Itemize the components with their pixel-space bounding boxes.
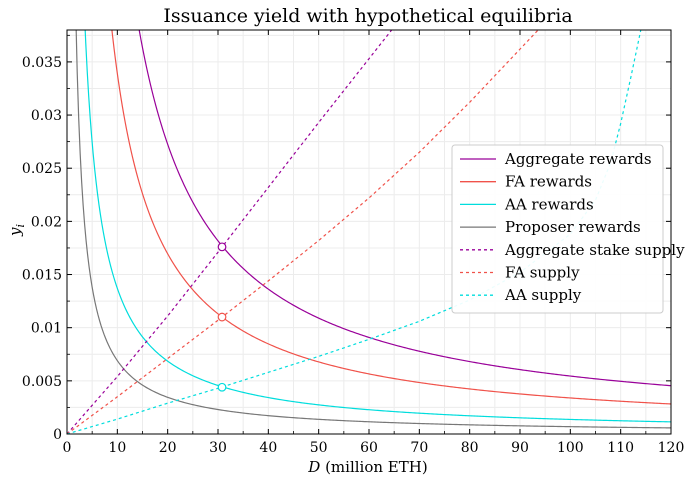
x-axis-title: D (million ETH) [307,458,427,476]
series-fa-rewards [111,30,671,405]
x-tick-label: 50 [310,440,328,456]
legend-label-aggregate-rewards: Aggregate rewards [504,150,652,168]
legend-box [451,144,664,314]
x-tick-label: 70 [410,440,428,456]
x-tick-label: 20 [159,440,177,456]
y-tick-label: 0 [53,427,62,443]
series-proposer-rewards [75,30,671,429]
x-tick-label: 40 [259,440,277,456]
y-tick-label: 0.02 [31,214,62,230]
x-axis-title-var: D [307,458,320,476]
y-axis-ticks: 0 0.005 0.01 0.015 0.02 0.025 0.03 0.035 [22,34,671,443]
y-tick-label: 0.01 [31,321,62,337]
legend-label-fa-supply: FA supply [505,264,580,282]
series-aa-supply [67,30,642,434]
x-tick-label: 80 [461,440,479,456]
y-tick-label: 0.03 [31,108,62,124]
x-axis-title-unit: (million ETH) [320,458,427,476]
y-tick-label: 0.025 [22,161,62,177]
series-aggregate-stake-supply [67,30,513,434]
equilibrium-marker-fa-rewards [217,312,227,322]
y-tick-label: 0.015 [22,268,62,284]
equilibrium-markers [217,242,227,392]
legend-label-fa-rewards: FA rewards [505,173,592,191]
series-aa-rewards [84,30,671,423]
legend-label-aggregate-stake-supply: Aggregate stake supply [504,241,685,259]
equilibrium-marker-aggregate-rewards [217,242,227,252]
y-tick-label: 0.035 [22,55,62,71]
x-axis-ticks: 0 10 20 30 40 50 60 70 80 90 100 110 120 [63,30,685,456]
legend-label-proposer-rewards: Proposer rewards [505,218,641,236]
series-fa-supply [67,30,539,434]
x-tick-label: 0 [63,440,72,456]
chart-title: Issuance yield with hypothetical equilib… [163,5,572,27]
x-tick-label: 110 [607,440,634,456]
legend-label-aa-rewards: AA rewards [504,195,594,213]
x-tick-label: 30 [209,440,227,456]
x-tick-label: 10 [108,440,126,456]
y-axis-title-var: y [6,227,24,237]
legend-label-aa-supply: AA supply [504,286,582,304]
y-axis-title: yi [6,224,27,237]
x-tick-label: 90 [511,440,529,456]
series-layer [67,30,671,434]
legend: Aggregate rewards FA rewards AA rewards Pro… [451,144,685,314]
x-tick-label: 60 [360,440,378,456]
y-axis-title-sub: i [14,224,27,228]
x-tick-label: 120 [658,440,685,456]
y-tick-label: 0.005 [22,374,62,390]
equilibrium-marker-aa-rewards [217,382,227,392]
x-tick-label: 100 [557,440,584,456]
